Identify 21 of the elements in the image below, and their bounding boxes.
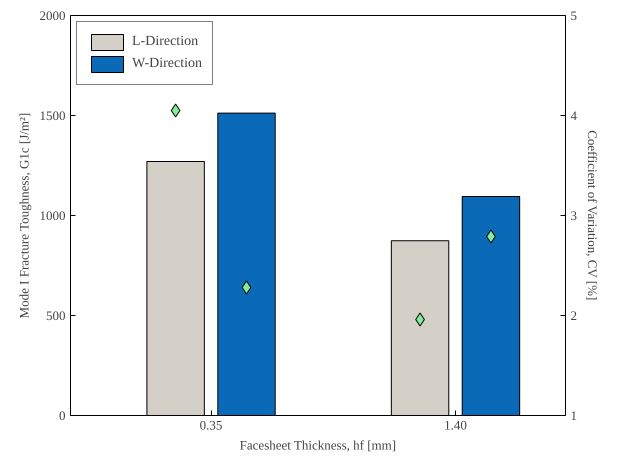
y-tick-label: 0 (59, 408, 66, 423)
y-axis-title: Mode I Fracture Toughness, G1c [J/m²] (16, 112, 32, 318)
y-tick-label: 1500 (40, 108, 66, 123)
x-tick-label: 1.40 (444, 418, 467, 432)
x-axis-title: Facesheet Thickness, hf [mm] (240, 438, 396, 452)
y-tick-label: 2000 (40, 8, 66, 23)
legend-label: W-Direction (132, 56, 202, 72)
bar (217, 112, 276, 416)
y2-tick-label: 5 (570, 8, 577, 23)
y2-axis-title: Coefficient of Variation, CV [%] (585, 130, 600, 300)
y2-tick-label: 2 (570, 308, 577, 323)
y-tick-label: 500 (46, 308, 66, 323)
y2-tick-label: 4 (570, 108, 578, 123)
bar (462, 196, 520, 416)
bar (390, 240, 450, 416)
y2-tick-label: 3 (570, 208, 577, 223)
bar (146, 161, 205, 416)
x-tick-label: 0.35 (200, 418, 222, 432)
y2-tick-label: 1 (570, 408, 577, 423)
legend-label: L-Direction (132, 34, 198, 50)
y-tick-label: 1000 (40, 208, 66, 223)
